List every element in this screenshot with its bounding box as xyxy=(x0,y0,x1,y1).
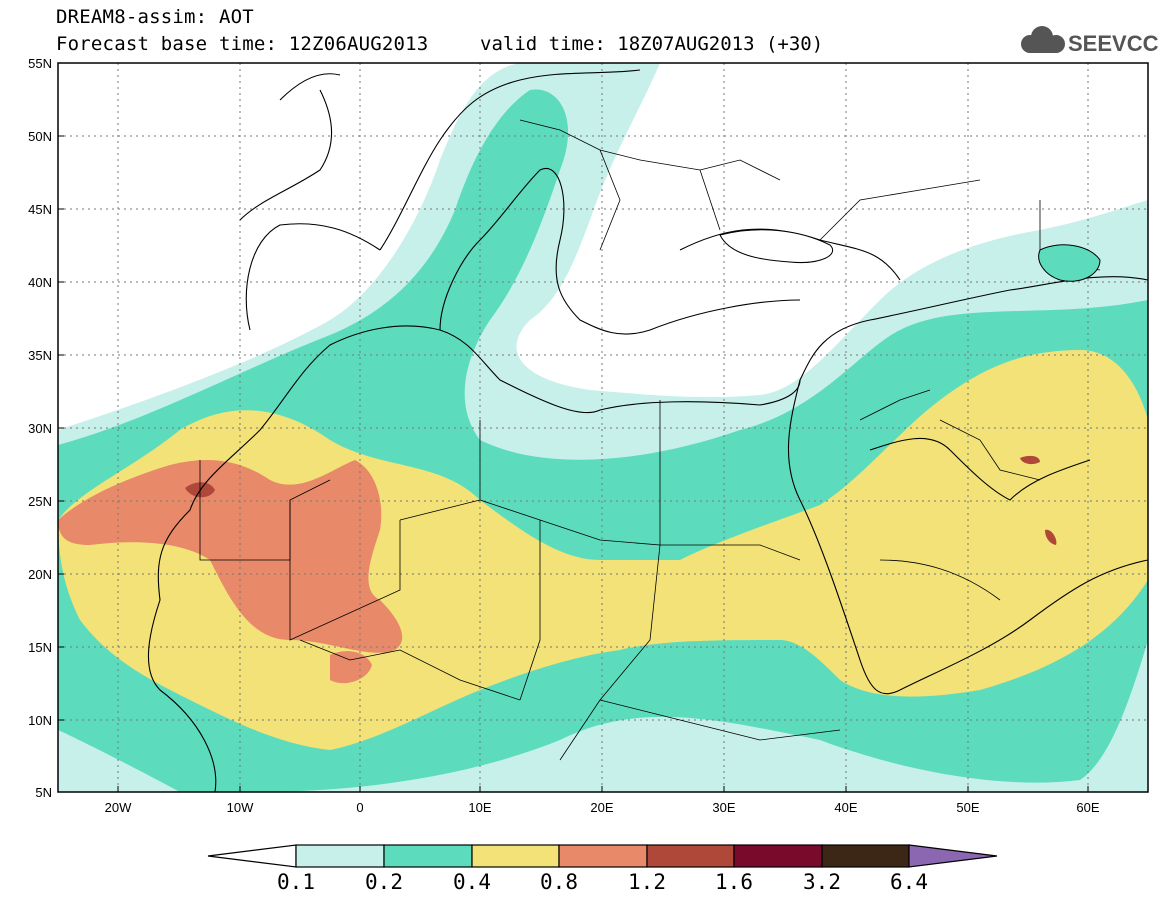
aot-band-0.8-b xyxy=(330,651,372,684)
colorbar-label: 3.2 xyxy=(803,870,841,894)
lat-label: 10N xyxy=(28,713,52,728)
country-borders xyxy=(199,119,1101,761)
axis-ticks xyxy=(58,135,1089,792)
seevccc-logo: SEEVCCC xyxy=(1018,24,1165,58)
lon-label: 20E xyxy=(590,800,613,815)
colorbar-under-arrow xyxy=(207,844,297,868)
colorbar-bin xyxy=(295,844,385,868)
aot-fields xyxy=(58,63,1148,792)
lat-label: 35N xyxy=(28,348,52,363)
logo-text: SEEVCCC xyxy=(1068,31,1158,56)
lat-label: 5N xyxy=(35,785,52,800)
lon-label: 0 xyxy=(356,800,363,815)
lon-label: 20W xyxy=(105,800,132,815)
lon-label: 60E xyxy=(1076,800,1099,815)
colorbar-bin xyxy=(383,844,473,868)
colorbar-label: 0.8 xyxy=(540,870,578,894)
colorbar-label: 1.6 xyxy=(715,870,753,894)
lon-label: 30E xyxy=(712,800,735,815)
colorbar-over-arrow xyxy=(908,844,998,868)
lon-label: 50E xyxy=(956,800,979,815)
lat-labels: 55N 50N 45N 40N 35N 30N 25N 20N 15N 10N … xyxy=(28,56,52,800)
lon-labels: 20W 10W 0 10E 20E 30E 40E 50E 60E xyxy=(105,800,1100,815)
valid-time: valid time: 18Z07AUG2013 (+30) xyxy=(480,33,824,55)
colorbar xyxy=(207,844,998,868)
aot-band-1.2-b xyxy=(1020,455,1040,465)
forecast-base-time: Forecast base time: 12Z06AUG2013 xyxy=(56,33,429,55)
colorbar-label: 0.1 xyxy=(277,870,315,894)
lon-label: 40E xyxy=(834,800,857,815)
lat-label: 20N xyxy=(28,567,52,582)
colorbar-bin xyxy=(646,844,735,868)
lat-label: 45N xyxy=(28,202,52,217)
map-title: DREAM8-assim: AOT xyxy=(56,6,254,28)
lon-label: 10E xyxy=(468,800,491,815)
lon-label: 10W xyxy=(227,800,254,815)
lat-label: 30N xyxy=(28,421,52,436)
lat-label: 55N xyxy=(28,56,52,71)
lat-label: 25N xyxy=(28,494,52,509)
colorbar-label: 0.4 xyxy=(453,870,491,894)
coastlines xyxy=(147,69,1148,792)
colorbar-bin xyxy=(558,844,648,868)
colorbar-bin xyxy=(821,844,910,868)
colorbar-label: 0.2 xyxy=(365,870,403,894)
aot-band-1.2-c xyxy=(1045,529,1057,545)
colorbar-label: 1.2 xyxy=(628,870,666,894)
seas xyxy=(719,229,1101,282)
lat-lon-grid xyxy=(58,63,1148,792)
colorbar-label: 6.4 xyxy=(890,870,928,894)
lat-label: 15N xyxy=(28,640,52,655)
cloud-icon xyxy=(1021,26,1065,53)
aot-band-0.8 xyxy=(58,460,403,653)
lat-label: 50N xyxy=(28,129,52,144)
colorbar-bin xyxy=(471,844,560,868)
lat-label: 40N xyxy=(28,275,52,290)
colorbar-bin xyxy=(733,844,823,868)
aot-band-0.4 xyxy=(58,350,1148,750)
